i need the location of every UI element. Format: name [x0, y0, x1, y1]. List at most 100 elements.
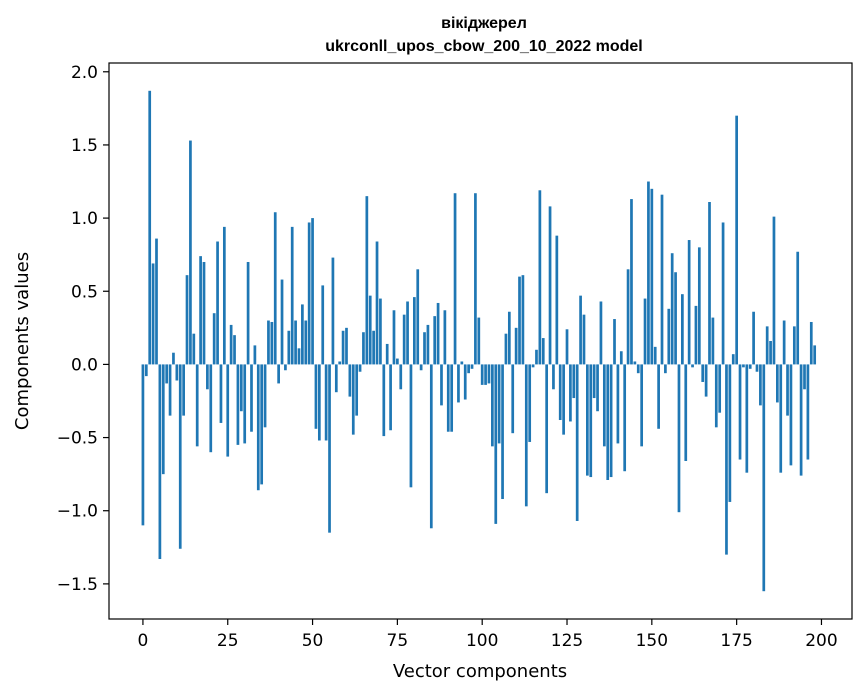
bar-component-36 — [263, 364, 267, 428]
bar-component-17 — [199, 256, 202, 365]
bar-component-108 — [507, 311, 511, 365]
bar-component-9 — [172, 352, 175, 365]
bar-component-141 — [619, 351, 623, 365]
bar-component-79 — [409, 364, 413, 488]
y-tick-label: 0.0 — [71, 355, 98, 375]
bar-component-35 — [260, 364, 264, 485]
bar-component-25 — [226, 364, 230, 457]
bar-component-59 — [341, 330, 345, 365]
bar-component-145 — [633, 361, 637, 365]
x-tick-label: 175 — [720, 631, 752, 651]
bar-component-67 — [368, 295, 372, 365]
bar-component-151 — [653, 346, 657, 365]
bar-component-166 — [704, 364, 708, 397]
x-tick-label: 125 — [551, 631, 583, 651]
bar-component-171 — [721, 222, 725, 365]
bar-component-92 — [453, 193, 457, 365]
bar-component-77 — [402, 314, 406, 365]
bar-component-170 — [718, 364, 722, 413]
chart-title-line-1: вікіджерел — [441, 15, 527, 32]
bar-component-162 — [691, 364, 694, 368]
bar-component-135 — [599, 301, 603, 365]
bar-component-107 — [504, 333, 508, 365]
bar-component-139 — [613, 319, 616, 365]
bar-component-15 — [192, 333, 196, 365]
bar-component-129 — [579, 295, 582, 365]
x-tick-label: 150 — [636, 631, 668, 651]
bar-component-37 — [267, 320, 270, 365]
bar-component-38 — [270, 321, 274, 365]
bar-component-98 — [474, 193, 477, 365]
bar-component-177 — [742, 364, 745, 368]
bar-component-173 — [728, 364, 732, 502]
bar-component-102 — [487, 364, 491, 384]
y-axis-label: Components values — [12, 252, 33, 430]
bar-component-154 — [664, 364, 667, 374]
bar-component-27 — [233, 335, 236, 365]
bar-component-69 — [375, 241, 379, 365]
bar-component-26 — [229, 324, 233, 365]
bar-component-105 — [497, 364, 501, 444]
bar-component-34 — [256, 364, 260, 491]
bar-component-118 — [541, 338, 545, 365]
bar-component-31 — [246, 261, 250, 365]
bar-component-137 — [606, 364, 610, 480]
bar-component-113 — [524, 364, 528, 507]
bar-component-184 — [765, 326, 769, 365]
chart-title-line-2: ukrconll_upos_cbow_200_10_2022 model — [325, 38, 642, 55]
y-tick-label: 1.0 — [71, 209, 98, 229]
bar-component-30 — [243, 364, 247, 444]
bar-component-52 — [317, 364, 321, 441]
bar-component-81 — [416, 269, 420, 365]
bar-component-23 — [219, 364, 223, 423]
bar-component-110 — [514, 327, 518, 365]
bar-component-74 — [392, 310, 396, 365]
bar-component-64 — [358, 364, 362, 372]
bar-component-24 — [222, 226, 226, 365]
bar-component-175 — [735, 115, 738, 365]
bar-component-50 — [311, 218, 314, 365]
bar-component-93 — [457, 364, 460, 403]
bar-component-91 — [450, 364, 454, 432]
bar-component-80 — [412, 297, 416, 365]
bar-component-174 — [731, 354, 735, 365]
bar-component-169 — [714, 364, 718, 428]
bar-component-123 — [558, 364, 562, 421]
bar-component-39 — [273, 212, 277, 365]
bar-component-66 — [365, 196, 369, 365]
bar-component-187 — [776, 364, 779, 403]
bar-component-88 — [440, 364, 443, 406]
bar-component-99 — [477, 317, 481, 365]
bar-component-47 — [301, 304, 304, 365]
bar-component-10 — [175, 364, 179, 381]
bar-series — [141, 90, 817, 592]
bar-component-73 — [389, 364, 392, 431]
y-axis-ticks: −1.5 −1.0 −0.5 0.0 0.5 1.0 1.5 2.0 — [57, 63, 109, 595]
bar-component-158 — [677, 364, 681, 513]
bar-component-148 — [643, 298, 647, 365]
bar-component-178 — [745, 364, 749, 473]
bar-component-159 — [681, 294, 684, 365]
bar-component-119 — [545, 364, 549, 494]
bar-component-125 — [565, 329, 569, 365]
bar-component-43 — [287, 330, 291, 365]
bar-component-82 — [419, 364, 423, 371]
bar-component-121 — [552, 364, 555, 390]
x-tick-label: 50 — [302, 631, 324, 651]
bar-component-143 — [626, 269, 630, 365]
bar-component-136 — [602, 364, 606, 447]
bar-component-44 — [290, 226, 294, 365]
bar-component-124 — [562, 364, 565, 435]
bar-component-183 — [762, 364, 766, 592]
bar-component-96 — [467, 364, 470, 374]
bar-component-55 — [328, 364, 331, 533]
bar-component-100 — [480, 364, 484, 385]
bar-component-94 — [460, 361, 464, 365]
bar-component-68 — [372, 330, 375, 365]
bar-component-1 — [144, 364, 148, 377]
bar-component-14 — [189, 140, 192, 365]
bar-component-86 — [433, 316, 437, 365]
bar-component-126 — [569, 364, 572, 422]
x-tick-label: 25 — [217, 631, 239, 651]
